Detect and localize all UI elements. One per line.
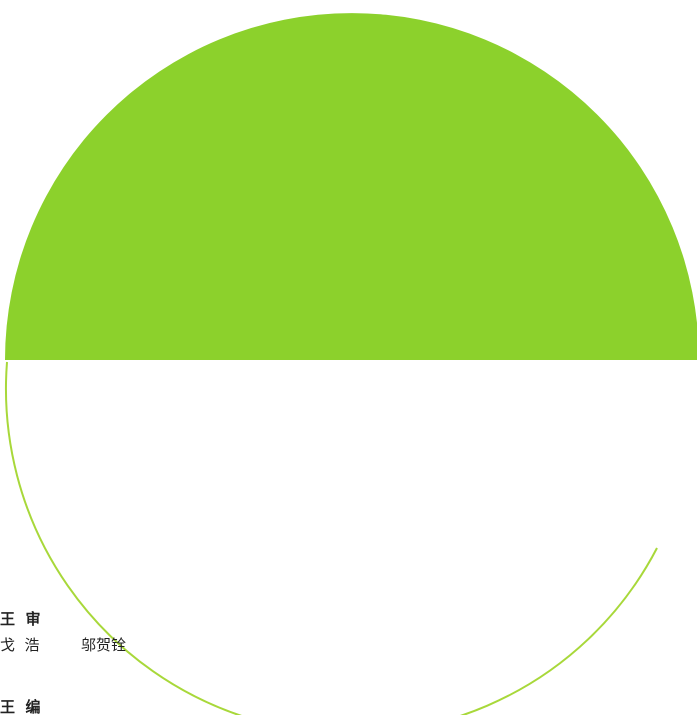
green-lower-arc-outline (4, 361, 658, 715)
credit-line-review: 王 审 (0, 610, 41, 628)
credit-line-reviewer-left: 戈 浩 (0, 636, 40, 654)
credit-line-editor: 王 编 (0, 698, 41, 716)
green-upper-semicircle (5, 13, 697, 360)
green-shade-band (5, 13, 697, 360)
credit-line-reviewer-right: 邬贺铨 (81, 636, 127, 654)
